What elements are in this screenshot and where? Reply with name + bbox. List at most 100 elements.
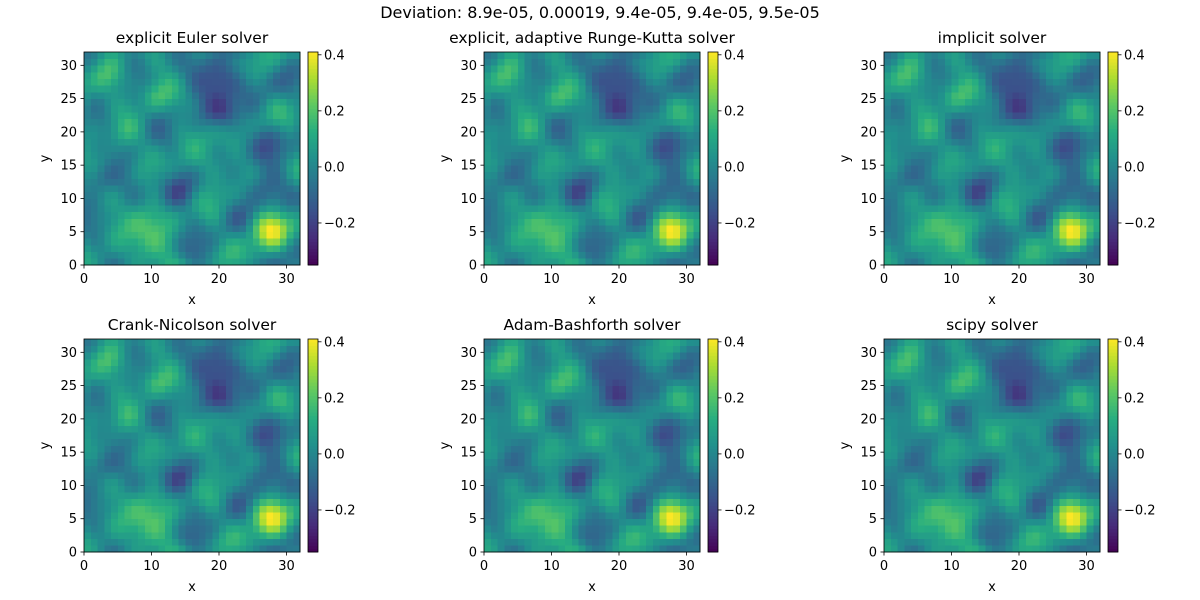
- heatmap-cell: [144, 191, 152, 199]
- heatmap-cell: [293, 145, 301, 153]
- heatmap-cell: [944, 58, 952, 66]
- heatmap-cell: [490, 125, 498, 133]
- heatmap-cell: [565, 191, 573, 199]
- heatmap-cell: [90, 438, 98, 446]
- heatmap-cell: [693, 198, 701, 206]
- heatmap-cell: [273, 345, 281, 353]
- heatmap-cell: [1059, 151, 1067, 159]
- heatmap-cell: [504, 205, 512, 213]
- heatmap-cell: [911, 151, 919, 159]
- heatmap-cell: [198, 385, 206, 393]
- heatmap-cell: [917, 85, 925, 93]
- heatmap-cell: [1073, 238, 1081, 246]
- heatmap-cell: [497, 91, 505, 99]
- heatmap-cell: [938, 218, 946, 226]
- heatmap-cell: [1032, 105, 1040, 113]
- heatmap-cell: [884, 85, 892, 93]
- heatmap-cell: [985, 198, 993, 206]
- heatmap-cell: [212, 151, 220, 159]
- heatmap-cell: [138, 185, 146, 193]
- heatmap-cell: [673, 198, 681, 206]
- heatmap-cell: [178, 512, 186, 520]
- heatmap-cell: [1005, 211, 1013, 219]
- heatmap-cell: [971, 58, 979, 66]
- heatmap-cell: [259, 251, 267, 259]
- heatmap-cell: [293, 425, 301, 433]
- heatmap-cell: [239, 365, 247, 373]
- heatmap-cell: [511, 58, 519, 66]
- colorbar-segment: [708, 55, 718, 60]
- heatmap-cell: [652, 185, 660, 193]
- heatmap-cell: [111, 98, 119, 106]
- heatmap-cell: [239, 131, 247, 139]
- heatmap-cell: [239, 545, 247, 553]
- heatmap-cell: [286, 218, 294, 226]
- heatmap-cell: [924, 231, 932, 239]
- colorbar-segment: [308, 261, 318, 266]
- heatmap-cell: [273, 472, 281, 480]
- heatmap-cell: [266, 432, 274, 440]
- heatmap-cell: [890, 65, 898, 73]
- heatmap-cell: [666, 85, 674, 93]
- heatmap-cell: [259, 78, 267, 86]
- heatmap-cell: [666, 218, 674, 226]
- heatmap-cell: [124, 458, 132, 466]
- heatmap-cell: [538, 512, 546, 520]
- heatmap-cell: [585, 452, 593, 460]
- heatmap-cell: [158, 538, 166, 546]
- heatmap-cell: [104, 498, 112, 506]
- heatmap-cell: [239, 58, 247, 66]
- heatmap-cell: [659, 538, 667, 546]
- heatmap-cell: [151, 191, 159, 199]
- heatmap-cell: [232, 245, 240, 253]
- heatmap-cell: [544, 211, 552, 219]
- heatmap-cell: [117, 218, 125, 226]
- heatmap-cell: [484, 485, 492, 493]
- heatmap-cell: [198, 352, 206, 360]
- heatmap-cell: [911, 218, 919, 226]
- colorbar-segment: [308, 495, 318, 500]
- heatmap-cell: [131, 258, 139, 266]
- heatmap-cell: [504, 71, 512, 79]
- y-tick-label: 0: [869, 259, 877, 274]
- heatmap-cell: [1073, 171, 1081, 179]
- heatmap-cell: [212, 245, 220, 253]
- heatmap-cell: [951, 178, 959, 186]
- heatmap-cell: [192, 405, 200, 413]
- heatmap-cell: [151, 532, 159, 540]
- heatmap-cell: [551, 78, 559, 86]
- heatmap-cell: [578, 218, 586, 226]
- heatmap-cell: [178, 505, 186, 513]
- heatmap-cell: [1086, 52, 1094, 60]
- heatmap-cell: [259, 445, 267, 453]
- heatmap-cell: [1032, 231, 1040, 239]
- heatmap-cell: [273, 111, 281, 119]
- heatmap-cell: [551, 251, 559, 259]
- heatmap-cell: [124, 198, 132, 206]
- heatmap-cell: [551, 71, 559, 79]
- heatmap-cell: [111, 158, 119, 166]
- heatmap-cell: [578, 498, 586, 506]
- heatmap-cell: [890, 205, 898, 213]
- heatmap-cell: [225, 158, 233, 166]
- heatmap-cell: [904, 65, 912, 73]
- x-tick-label: 10: [543, 272, 560, 287]
- heatmap-cell: [1039, 158, 1047, 166]
- heatmap-cell: [293, 211, 301, 219]
- heatmap-cell: [124, 78, 132, 86]
- heatmap-cell: [1073, 205, 1081, 213]
- heatmap-cell: [673, 85, 681, 93]
- heatmap-cell: [551, 111, 559, 119]
- heatmap-cell: [185, 105, 193, 113]
- heatmap-cell: [1093, 105, 1101, 113]
- heatmap-cell: [151, 418, 159, 426]
- heatmap-cell: [131, 472, 139, 480]
- heatmap-cell: [151, 358, 159, 366]
- heatmap-cell: [911, 138, 919, 146]
- heatmap-cell: [639, 65, 647, 73]
- heatmap-cell: [97, 178, 105, 186]
- heatmap-cell: [585, 198, 593, 206]
- heatmap-cell: [84, 538, 92, 546]
- heatmap-cell: [598, 231, 606, 239]
- heatmap-cell: [605, 91, 613, 99]
